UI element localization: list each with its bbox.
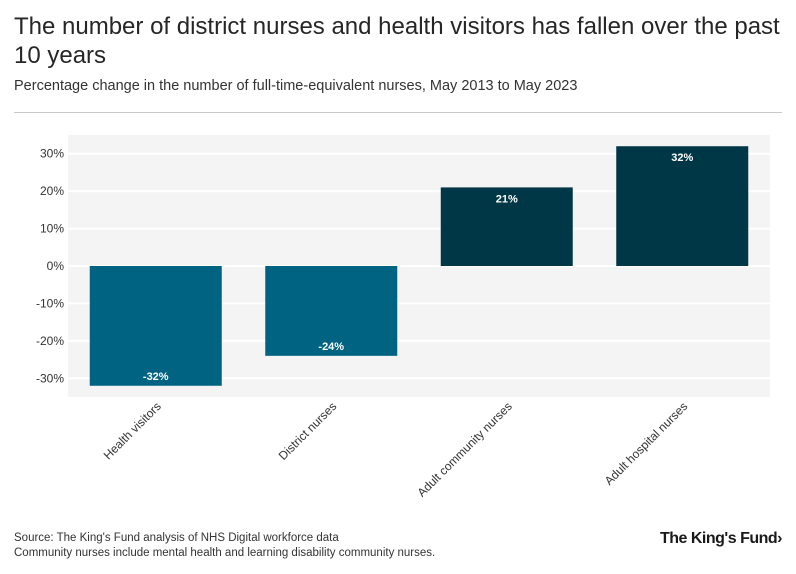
y-tick-label: 20% bbox=[40, 184, 64, 198]
y-tick-label: -30% bbox=[36, 371, 64, 385]
kings-fund-logo: The King's Fund› bbox=[659, 530, 783, 547]
x-tick-label: Adult hospital nurses bbox=[602, 399, 691, 488]
chart-title: The number of district nurses and health… bbox=[14, 13, 780, 69]
data-label: -32% bbox=[143, 371, 169, 383]
y-tick-label: -10% bbox=[36, 296, 64, 310]
x-tick-label: Health visitors bbox=[101, 399, 164, 462]
y-tick-label: 0% bbox=[47, 259, 65, 273]
bar bbox=[616, 146, 749, 266]
source-note: Source: The King's Fund analysis of NHS … bbox=[14, 532, 339, 544]
x-tick-label: Adult community nurses bbox=[414, 399, 514, 499]
x-tick-label: District nurses bbox=[276, 399, 340, 463]
data-label: 32% bbox=[671, 152, 693, 164]
bar bbox=[89, 266, 222, 386]
bar bbox=[440, 187, 573, 266]
data-label: -24% bbox=[318, 341, 344, 353]
y-tick-label: 10% bbox=[40, 222, 64, 236]
y-tick-label: 30% bbox=[40, 147, 64, 161]
chart-subtitle: Percentage change in the number of full-… bbox=[14, 78, 578, 94]
data-label: 21% bbox=[496, 193, 518, 205]
header-divider bbox=[14, 112, 782, 113]
bar bbox=[265, 266, 398, 356]
y-tick-label: -20% bbox=[36, 334, 64, 348]
community-nurses-note: Community nurses include mental health a… bbox=[14, 547, 436, 559]
